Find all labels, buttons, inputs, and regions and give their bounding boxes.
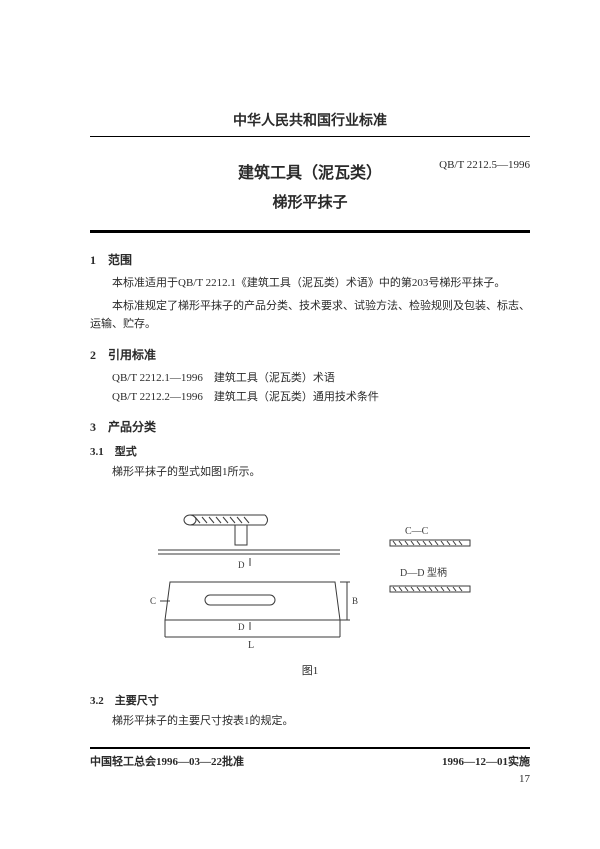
subtitle: 梯形平抹子: [90, 191, 530, 212]
section-3-heading: 3 产品分类: [90, 418, 530, 435]
footer-row: 中国轻工总会1996—03—22批准 1996—12—01实施: [90, 749, 530, 769]
main-title: 建筑工具（泥瓦类）: [238, 159, 382, 183]
document-page: 中华人民共和国行业标准 建筑工具（泥瓦类） QB/T 2212.5—1996 梯…: [0, 0, 600, 815]
page-number: 17: [90, 773, 530, 785]
supertitle: 中华人民共和国行业标准: [90, 110, 530, 130]
section-3-2-body: 梯形平抹子的主要尺寸按表1的规定。: [90, 712, 530, 731]
footer-right: 1996—12—01实施: [442, 753, 530, 769]
title-row: 建筑工具（泥瓦类） QB/T 2212.5—1996: [90, 159, 530, 183]
section-3-1-heading: 3.1 型式: [90, 443, 530, 459]
fig-label-b: B: [352, 596, 358, 606]
section-1-p2: 本标准规定了梯形平抹子的产品分类、技术要求、试验方法、检验规则及包装、标志、运输…: [90, 297, 530, 334]
fig-label-d-bot: D: [238, 622, 245, 632]
fig-label-l: L: [248, 640, 254, 651]
section-1-p1: 本标准适用于QB/T 2212.1《建筑工具（泥瓦类）术语》中的第203号梯形平…: [90, 274, 530, 293]
footer-left: 中国轻工总会1996—03—22批准: [90, 753, 244, 769]
fig-label-dd: D—D 型柄: [400, 566, 447, 579]
section-3-2-heading: 3.2 主要尺寸: [90, 692, 530, 708]
standard-code: QB/T 2212.5—1996: [439, 159, 530, 171]
figure-1: D C B D L: [90, 502, 530, 652]
fig-label-c: C: [150, 596, 156, 606]
section-3-1-body: 梯形平抹子的型式如图1所示。: [90, 463, 530, 482]
section-1-heading: 1 范围: [90, 251, 530, 268]
ref-1: QB/T 2212.1—1996 建筑工具（泥瓦类）术语: [112, 369, 530, 388]
fig-label-d-top: D: [238, 560, 245, 570]
ref-2: QB/T 2212.2—1996 建筑工具（泥瓦类）通用技术条件: [112, 388, 530, 407]
figure-svg: D C B D L: [140, 502, 480, 652]
section-2-heading: 2 引用标准: [90, 346, 530, 363]
supertitle-rule: [90, 136, 530, 137]
figure-caption: 图1: [90, 662, 530, 678]
fig-label-cc: C—C: [405, 526, 429, 537]
thick-rule: [90, 230, 530, 233]
